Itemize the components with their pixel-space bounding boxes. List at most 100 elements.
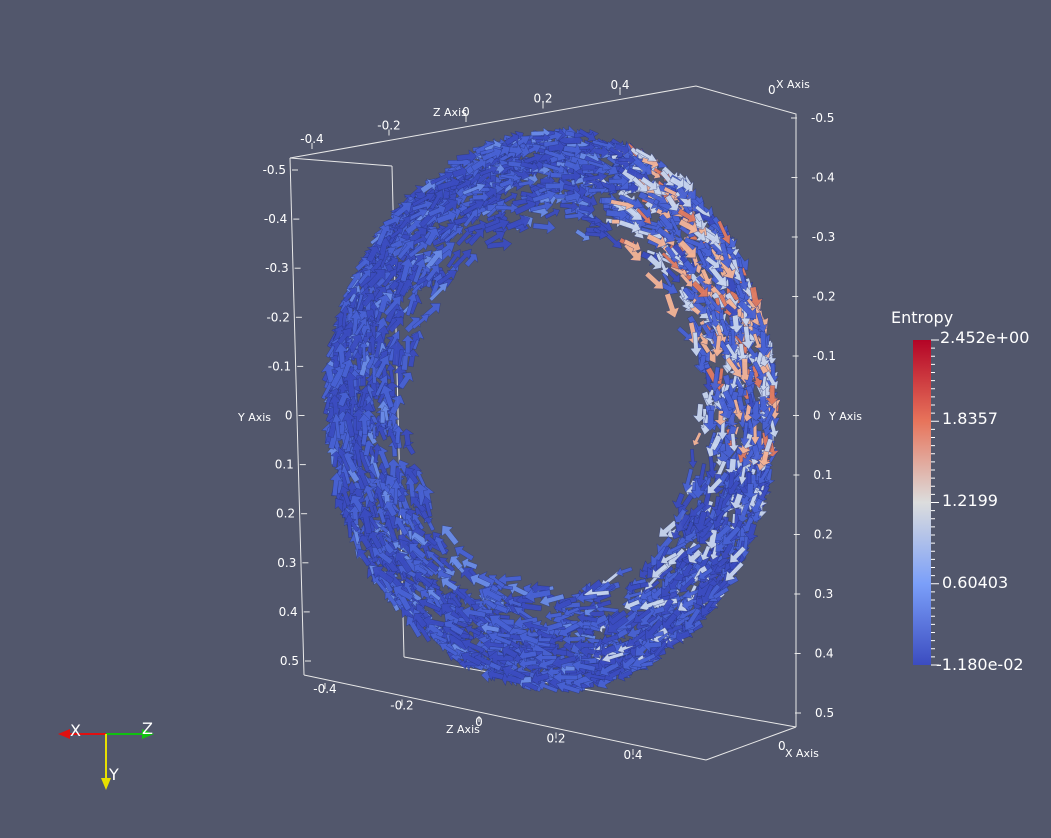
vector-arrow-glyph [513, 606, 536, 622]
vector-arrow-glyph [520, 160, 539, 173]
vector-arrow-glyph [441, 525, 459, 546]
vector-arrow-glyph [356, 467, 370, 490]
vector-arrow-glyph [456, 149, 477, 164]
vector-arrow-glyph [551, 655, 577, 669]
vector-arrow-glyph [728, 433, 740, 452]
vector-arrow-glyph [563, 159, 581, 174]
vector-arrow-glyph [640, 176, 658, 192]
vector-arrow-glyph [388, 340, 406, 366]
axis-tick-label: -0.4 [811, 171, 834, 185]
vector-arrow-glyph [682, 286, 696, 300]
top-z-axis: -0.4 -0.2 0 0.2 0.4 [300, 78, 630, 149]
vector-arrow-glyph [709, 310, 721, 328]
vector-arrow-glyph [392, 425, 404, 444]
vector-arrow-glyph [404, 467, 420, 485]
axis-tick-label: -0.4 [264, 212, 287, 226]
vector-arrow-glyph [529, 200, 554, 212]
vector-arrow-glyph [425, 264, 440, 282]
vector-arrow-glyph [743, 523, 759, 540]
vector-arrow-glyph [358, 354, 373, 377]
axis-tick-label: -0.3 [812, 230, 835, 244]
vector-arrow-glyph [669, 217, 682, 238]
vector-arrow-glyph [502, 644, 519, 659]
axis-tick-label: 0.3 [814, 587, 833, 601]
top-z-axis-title: Z Axis [433, 106, 467, 119]
vector-arrow-glyph [442, 626, 463, 641]
vector-arrow-glyph [740, 536, 750, 559]
axis-tick-label: 0 [813, 409, 821, 423]
vector-arrow-glyph [366, 245, 382, 263]
vector-arrow-glyph [374, 485, 385, 508]
vector-arrow-glyph [711, 335, 724, 358]
vector-arrow-glyph [608, 146, 624, 159]
vector-arrow-glyph [576, 612, 598, 624]
vector-arrow-glyph [691, 475, 706, 499]
vector-arrow-glyph [756, 330, 771, 357]
vector-arrow-glyph [714, 497, 724, 518]
vector-arrow-glyph [366, 268, 386, 289]
vector-arrow-glyph [532, 220, 556, 235]
vector-arrow-glyph [398, 372, 414, 390]
vector-arrow-glyph [718, 397, 734, 420]
vector-arrow-glyph [587, 160, 612, 171]
vector-arrow-glyph [439, 643, 459, 657]
vector-arrow-glyph [427, 203, 446, 217]
vector-arrow-glyph [682, 468, 694, 493]
vector-arrow-glyph [464, 253, 479, 268]
vector-arrow-glyph [646, 254, 663, 270]
vector-arrow-glyph [661, 612, 678, 630]
vector-arrow-glyph [646, 233, 667, 249]
vector-arrow-glyph [362, 484, 375, 504]
vector-arrow-glyph [542, 162, 568, 175]
vector-arrow-glyph [674, 513, 690, 533]
vector-arrow-glyph [436, 270, 458, 286]
vector-arrow-glyph [372, 565, 395, 584]
vector-arrow-glyph [486, 210, 507, 222]
vector-arrow-glyph [484, 230, 506, 246]
vector-arrow-glyph [675, 190, 692, 208]
vector-arrow-glyph [725, 357, 742, 378]
orientation-axes-widget[interactable]: X Z Y [58, 719, 154, 790]
vector-arrow-glyph [618, 194, 644, 209]
vector-arrow-glyph [651, 563, 668, 579]
vector-arrow-glyph [412, 513, 425, 531]
vector-arrow-glyph [452, 164, 467, 180]
vector-arrow-glyph [664, 292, 680, 319]
vector-arrow-glyph [571, 659, 596, 673]
axis-tick-label: 0.4 [623, 748, 642, 762]
vector-arrow-glyph [500, 173, 521, 182]
vector-arrow-glyph [397, 239, 415, 260]
vector-arrow-glyph [617, 155, 636, 165]
vector-arrow-glyph [696, 463, 707, 488]
vector-glyph-ring[interactable] [319, 125, 783, 697]
vector-arrow-glyph [373, 333, 385, 359]
axis-tick-label: -0.2 [266, 310, 289, 324]
vector-arrow-glyph [530, 581, 550, 595]
entropy-color-legend[interactable]: Entropy 2.452e+00 1.8357 1.2199 0.60403 … [891, 308, 1029, 674]
axis-tick-label: -0.5 [811, 111, 834, 125]
vector-arrow-glyph [340, 305, 350, 328]
vector-arrow-glyph [747, 393, 756, 409]
vector-arrow-glyph [408, 240, 430, 258]
vector-arrow-glyph [740, 422, 750, 448]
vector-arrow-glyph [399, 539, 418, 560]
vector-arrow-glyph [698, 530, 714, 544]
vector-arrow-glyph [692, 431, 702, 447]
vector-arrow-glyph [350, 488, 366, 504]
vector-arrow-glyph [655, 208, 672, 221]
vector-arrow-glyph [356, 548, 371, 567]
vector-arrow-glyph [752, 333, 763, 351]
vector-arrow-glyph [534, 652, 557, 663]
vector-arrow-glyph [737, 299, 757, 319]
vector-arrow-glyph [581, 216, 603, 225]
vector-arrow-glyph [601, 634, 620, 646]
vector-arrow-glyph [480, 621, 500, 635]
axis-tick-label: -0.1 [268, 359, 291, 373]
vector-arrow-glyph [752, 360, 767, 383]
vector-arrow-glyph [354, 317, 367, 336]
vector-arrow-glyph [678, 219, 699, 235]
vector-arrow-glyph [679, 577, 696, 593]
vector-arrow-glyph [720, 542, 734, 560]
vector-arrow-glyph [626, 581, 642, 595]
